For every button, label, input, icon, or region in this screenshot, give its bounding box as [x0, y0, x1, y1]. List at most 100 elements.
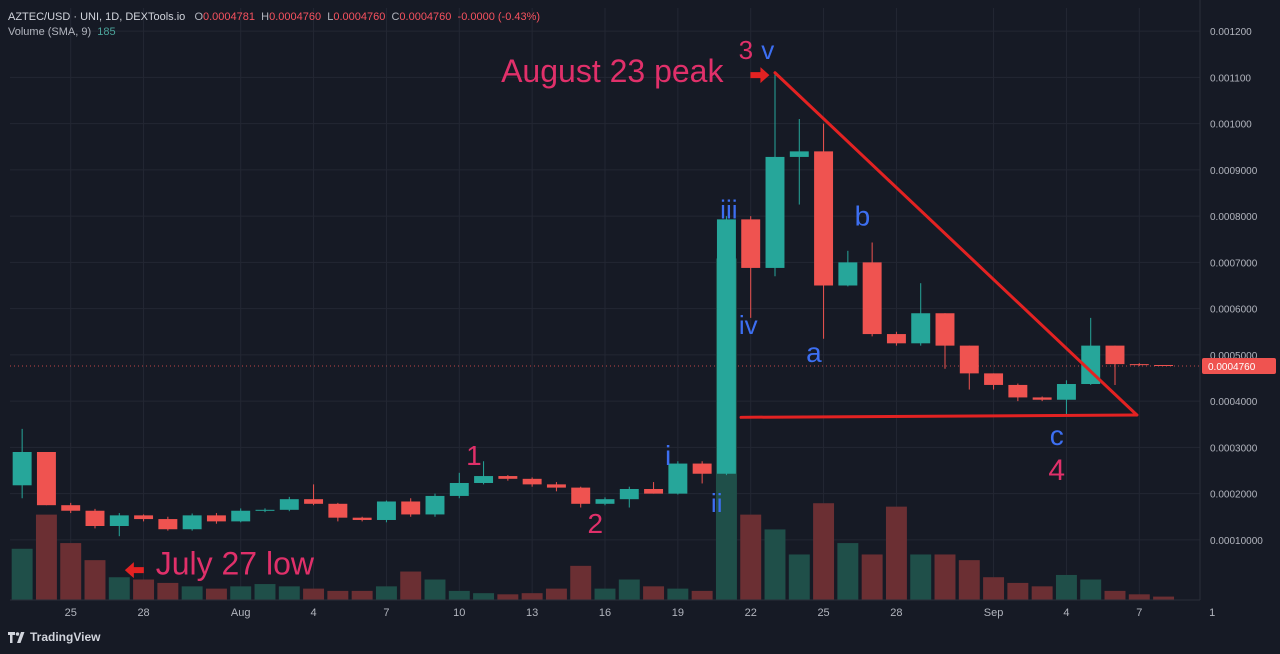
candle: [134, 514, 154, 522]
candle-body: [328, 503, 348, 518]
candle: [911, 283, 931, 346]
volume-bar: [327, 590, 349, 600]
volume-legend: Volume (SMA, 9) 185: [8, 26, 116, 38]
candle: [838, 250, 858, 287]
candle-body: [838, 262, 858, 286]
price-tick-label: 0.0006000: [1210, 305, 1258, 316]
time-tick-label: 25: [817, 607, 829, 619]
candle-body: [886, 334, 906, 344]
time-tick-label: 10: [453, 607, 465, 619]
price-tick-label: 0.001200: [1210, 27, 1252, 38]
volume-bar: [473, 593, 495, 600]
volume-bar: [837, 543, 859, 600]
candle: [36, 452, 56, 506]
candle: [1154, 365, 1174, 367]
candle-body: [619, 489, 639, 500]
candle: [668, 461, 688, 495]
trendline: [773, 71, 1139, 417]
candle: [231, 508, 251, 523]
candle: [716, 216, 736, 476]
low-value: 0.0004760: [333, 11, 386, 23]
price-tick-label: 0.001000: [1210, 120, 1252, 131]
candle-body: [279, 499, 299, 510]
candle: [619, 486, 639, 508]
candle: [814, 123, 834, 339]
candle: [498, 475, 518, 481]
volume-bar: [230, 586, 252, 600]
wave-label: a: [806, 337, 822, 368]
candle: [352, 516, 372, 522]
candle-body: [1129, 364, 1149, 366]
candle-body: [36, 452, 56, 506]
volume-bar: [667, 588, 689, 600]
time-tick-label: 13: [526, 607, 538, 619]
candle: [1129, 363, 1149, 366]
candle-body: [1105, 345, 1125, 365]
volume-bar: [983, 577, 1005, 600]
wave-labels: August 23 peak 3 v iii b iv a 1 i 2 ii c4 July 27 lo…: [156, 35, 1065, 581]
candle: [935, 313, 955, 369]
candle: [886, 331, 906, 346]
candle-body: [109, 515, 129, 526]
candle-body: [352, 517, 372, 520]
volume-bar: [205, 588, 227, 600]
candle: [376, 500, 396, 523]
volume-bar: [521, 593, 543, 600]
wave-label: iv: [739, 310, 758, 340]
volume-bar: [570, 565, 592, 600]
volume-bar: [788, 554, 810, 600]
price-tick-label: 0.0009000: [1210, 166, 1258, 177]
candle-body: [716, 219, 736, 474]
candle-body: [862, 262, 882, 335]
candle: [546, 482, 566, 492]
candle: [789, 119, 809, 205]
candle-body: [644, 489, 664, 494]
candle-body: [498, 476, 518, 479]
volume-bar: [424, 579, 446, 600]
volume-bar: [497, 594, 519, 600]
candle-body: [1032, 397, 1052, 400]
candle: [571, 486, 591, 508]
volume-bar: [133, 579, 155, 600]
open-label: O: [194, 11, 203, 23]
volume-bar: [60, 543, 82, 600]
candle: [158, 516, 178, 531]
candle-body: [182, 515, 202, 530]
change-value: -0.0000 (-0.43%): [457, 11, 541, 23]
volume-bar: [958, 560, 980, 600]
volume-bar: [303, 588, 325, 600]
candle-body: [935, 313, 955, 346]
volume-bar: [35, 514, 57, 600]
volume-bar: [1104, 590, 1126, 600]
volume-bar: [181, 586, 203, 600]
trendlines: [739, 71, 1139, 419]
volume-bar: [400, 571, 422, 600]
candle-body: [376, 501, 396, 520]
tradingview-logo[interactable]: TradingView: [8, 630, 100, 644]
wave-label: c: [1050, 420, 1064, 451]
volume-bar: [1055, 574, 1077, 600]
volume-bar: [157, 582, 179, 600]
wave-label: iii: [720, 194, 737, 224]
candle: [304, 484, 324, 506]
wave-label: July 27 low: [156, 545, 315, 581]
candle-body: [911, 313, 931, 344]
candle: [595, 497, 615, 506]
price-axis-panel: [1200, 0, 1280, 654]
price-tick-label: 0.0004000: [1210, 397, 1258, 408]
arrow-icon: [750, 67, 770, 84]
time-tick-label: 19: [672, 607, 684, 619]
candle: [85, 508, 105, 529]
volume-bar: [934, 554, 956, 600]
time-tick-label: 7: [383, 607, 389, 619]
candles: [12, 72, 1174, 537]
candle: [401, 498, 421, 517]
last-price-tag: [1202, 357, 1276, 374]
volume-bar: [1031, 586, 1053, 600]
symbol-name: AZTEC/USD · UNI, 1D, DEXTools.io: [8, 11, 186, 23]
low-label: L: [327, 11, 334, 23]
time-tick-label: Aug: [231, 607, 251, 619]
candle-body: [959, 345, 979, 374]
candle: [449, 472, 469, 499]
